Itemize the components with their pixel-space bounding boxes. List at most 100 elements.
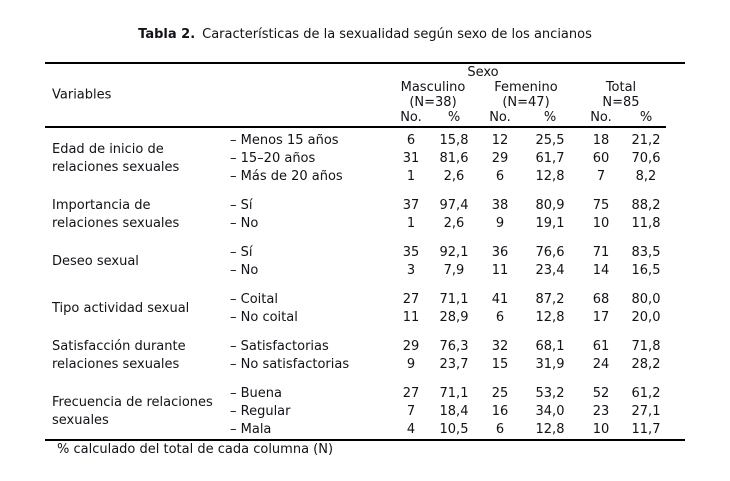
category-label: – Coital — [230, 292, 278, 307]
value-total-no: 61 — [592, 339, 610, 354]
value-masculino-no: 29 — [402, 339, 420, 354]
value-total-no: 23 — [592, 404, 610, 419]
variable-group-label: Tipo actividad sexual — [45, 291, 230, 327]
value-masculino-pct: 23,7 — [439, 357, 469, 372]
value-femenino-pct: 12,8 — [535, 422, 565, 437]
value-femenino-pct: 53,2 — [535, 386, 565, 401]
section-tipo-actividad: Tipo actividad sexual – Coital 27 71,1 4… — [45, 291, 666, 327]
section-rows: – Buena 27 71,1 25 53,2 52 61,2 – Regula… — [230, 385, 666, 439]
value-femenino-no: 11 — [491, 263, 509, 278]
pct-subheader: % — [447, 110, 461, 125]
category-label: – Sí — [230, 198, 253, 213]
pct-subheader: % — [639, 110, 653, 125]
section-rows: – Coital 27 71,1 41 87,2 68 80,0 – No co… — [230, 291, 666, 327]
value-total-no: 14 — [592, 263, 610, 278]
variable-group-label: Edad de inicio de relaciones sexuales — [45, 132, 230, 186]
category-label: – Más de 20 años — [230, 169, 343, 184]
variable-label-line: Satisfacción durante — [52, 339, 186, 354]
femenino-column-header: Femenino — [494, 80, 558, 95]
value-total-pct: 71,8 — [631, 339, 661, 354]
value-total-pct: 80,0 — [631, 292, 661, 307]
table-row: – Satisfactorias 29 76,3 32 68,1 61 71,8 — [230, 338, 666, 356]
value-femenino-pct: 68,1 — [535, 339, 565, 354]
section-satisfaccion: Satisfacción durante relaciones sexuales… — [45, 338, 666, 374]
value-total-no: 10 — [592, 216, 610, 231]
value-femenino-pct: 80,9 — [535, 198, 565, 213]
table-row: – No 3 7,9 11 23,4 14 16,5 — [230, 262, 666, 280]
value-femenino-no: 6 — [495, 422, 505, 437]
value-total-pct: 61,2 — [631, 386, 661, 401]
table-title: Tabla 2. Características de la sexualidad… — [0, 27, 730, 42]
header-row-group-n: (N=38) (N=47) N=85 — [45, 95, 666, 110]
value-total-no: 71 — [592, 245, 610, 260]
header-spacer — [45, 65, 390, 80]
variable-group-label: Importancia de relaciones sexuales — [45, 197, 230, 233]
value-masculino-no: 27 — [402, 386, 420, 401]
value-total-pct: 28,2 — [631, 357, 661, 372]
value-masculino-no: 3 — [406, 263, 416, 278]
value-femenino-no: 38 — [491, 198, 509, 213]
variable-label-line: Frecuencia de relaciones — [52, 395, 213, 410]
value-masculino-no: 27 — [402, 292, 420, 307]
value-femenino-pct: 87,2 — [535, 292, 565, 307]
value-total-no: 24 — [592, 357, 610, 372]
variable-group-label: Frecuencia de relaciones sexuales — [45, 385, 230, 439]
value-masculino-no: 1 — [406, 169, 416, 184]
masculino-n-header: (N=38) — [409, 95, 457, 110]
variable-label-line: relaciones sexuales — [52, 216, 180, 231]
value-femenino-pct: 61,7 — [535, 151, 565, 166]
value-masculino-pct: 10,5 — [439, 422, 469, 437]
value-femenino-no: 41 — [491, 292, 509, 307]
value-masculino-pct: 18,4 — [439, 404, 469, 419]
variable-label-line: Edad de inicio de — [52, 142, 164, 157]
table-row: – Más de 20 años 1 2,6 6 12,8 7 8,2 — [230, 168, 666, 186]
value-masculino-no: 4 — [406, 422, 416, 437]
femenino-n-header: (N=47) — [502, 95, 550, 110]
data-table: Variables Sexo Masculino Femenino Total … — [45, 62, 685, 441]
value-femenino-pct: 23,4 — [535, 263, 565, 278]
section-importancia: Importancia de relaciones sexuales – Sí … — [45, 197, 666, 233]
table-row: – Menos 15 años 6 15,8 12 25,5 18 21,2 — [230, 132, 666, 150]
sexo-group-header: Sexo — [467, 65, 499, 80]
value-femenino-pct: 76,6 — [535, 245, 565, 260]
value-femenino-pct: 34,0 — [535, 404, 565, 419]
value-femenino-no: 36 — [491, 245, 509, 260]
category-label: – No satisfactorias — [230, 357, 350, 372]
value-masculino-pct: 7,9 — [443, 263, 465, 278]
value-total-pct: 11,7 — [631, 422, 661, 437]
section-edad-inicio: Edad de inicio de relaciones sexuales – … — [45, 132, 666, 186]
value-total-pct: 20,0 — [631, 310, 661, 325]
value-total-pct: 11,8 — [631, 216, 661, 231]
variable-label-line: Deseo sexual — [52, 254, 139, 269]
table-row: – Mala 4 10,5 6 12,8 10 11,7 — [230, 421, 666, 439]
value-femenino-pct: 25,5 — [535, 133, 565, 148]
value-femenino-pct: 31,9 — [535, 357, 565, 372]
value-total-no: 10 — [592, 422, 610, 437]
total-column-header: Total — [605, 80, 637, 95]
value-total-no: 7 — [596, 169, 606, 184]
value-masculino-no: 9 — [406, 357, 416, 372]
table-row: – Buena 27 71,1 25 53,2 52 61,2 — [230, 385, 666, 403]
table-row: – No coital 11 28,9 6 12,8 17 20,0 — [230, 309, 666, 327]
value-masculino-pct: 76,3 — [439, 339, 469, 354]
variable-label-line: sexuales — [52, 413, 109, 428]
no-subheader: No. — [590, 110, 612, 125]
category-label: – Sí — [230, 245, 253, 260]
variable-label-line: Tipo actividad sexual — [52, 301, 190, 316]
value-masculino-pct: 2,6 — [443, 169, 465, 184]
value-masculino-no: 37 — [402, 198, 420, 213]
value-total-pct: 70,6 — [631, 151, 661, 166]
value-femenino-no: 6 — [495, 169, 505, 184]
table-row: – Regular 7 18,4 16 34,0 23 27,1 — [230, 403, 666, 421]
value-masculino-pct: 92,1 — [439, 245, 469, 260]
section-rows: – Sí 35 92,1 36 76,6 71 83,5 – No 3 7,9 … — [230, 244, 666, 280]
category-label: – No — [230, 216, 259, 231]
section-rows: – Menos 15 años 6 15,8 12 25,5 18 21,2 –… — [230, 132, 666, 186]
value-total-pct: 21,2 — [631, 133, 661, 148]
value-femenino-no: 9 — [495, 216, 505, 231]
value-masculino-pct: 15,8 — [439, 133, 469, 148]
table-row: – No satisfactorias 9 23,7 15 31,9 24 28… — [230, 356, 666, 374]
variable-label-line: relaciones sexuales — [52, 160, 180, 175]
value-femenino-no: 25 — [491, 386, 509, 401]
